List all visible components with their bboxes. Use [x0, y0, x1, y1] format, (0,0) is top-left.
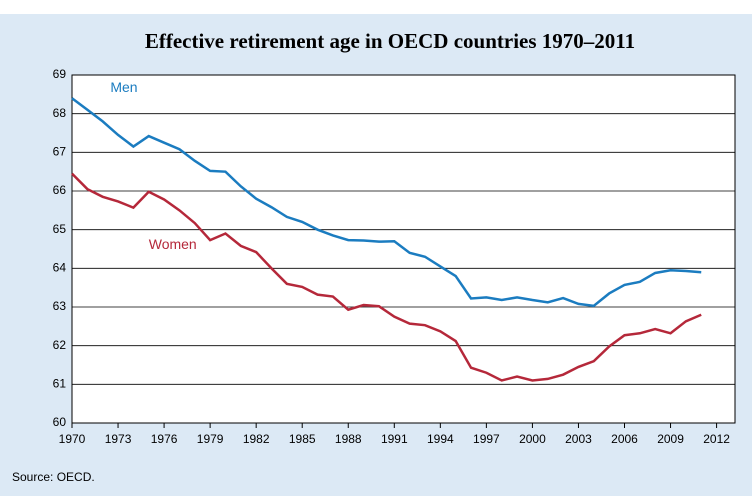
y-tick-label: 62	[53, 338, 67, 352]
y-tick-label: 61	[53, 377, 67, 391]
x-tick-label: 1991	[381, 432, 408, 446]
y-tick-label: 68	[53, 106, 67, 120]
x-tick-label: 1970	[59, 432, 86, 446]
y-tick-label: 67	[53, 145, 67, 159]
series-label: Women	[149, 236, 197, 252]
x-tick-label: 2012	[703, 432, 730, 446]
y-tick-label: 63	[53, 299, 67, 313]
x-tick-label: 1976	[151, 432, 178, 446]
source: Source: OECD.	[12, 470, 95, 484]
x-tick-label: 2003	[565, 432, 592, 446]
x-tick-label: 1988	[335, 432, 362, 446]
line	[71, 97, 702, 308]
line	[71, 172, 702, 382]
x-tick-label: 1994	[427, 432, 454, 446]
chart-title: Effective retirement age in OECD countri…	[145, 29, 635, 53]
x-tick-label: 1997	[473, 432, 500, 446]
y-tick-label: 66	[53, 183, 67, 197]
x-tick-label: 1982	[243, 432, 270, 446]
x-tick-label: 2009	[657, 432, 684, 446]
x-tick-label: 2006	[611, 432, 638, 446]
x-tick-label: 1985	[289, 432, 316, 446]
series-label: Men	[110, 79, 137, 95]
y-tick-label: 69	[53, 67, 67, 81]
y-tick-label: 60	[53, 415, 67, 429]
y-tick-label: 64	[53, 261, 67, 275]
y-tick-label: 65	[53, 222, 67, 236]
x-tick-label: 2000	[519, 432, 546, 446]
x-tick-label: 1979	[197, 432, 224, 446]
x-tick-label: 1973	[105, 432, 132, 446]
